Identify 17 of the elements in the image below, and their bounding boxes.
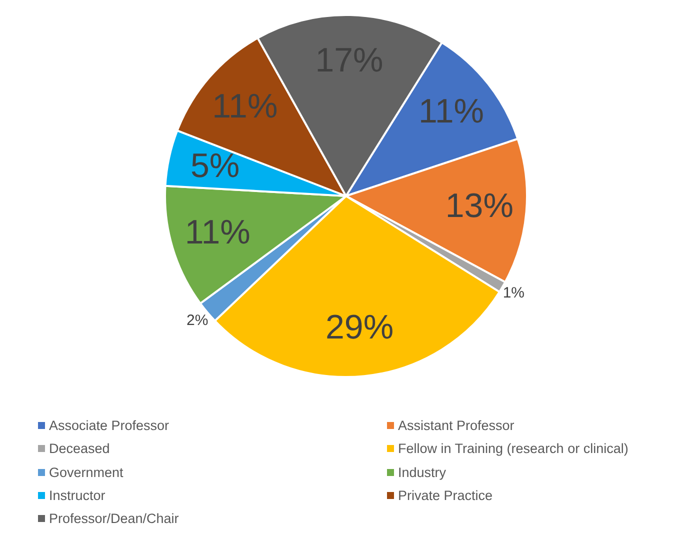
data-label: 29% bbox=[326, 308, 394, 347]
data-label: 11% bbox=[418, 92, 484, 131]
legend-label: Instructor bbox=[49, 488, 106, 504]
data-label: 5% bbox=[190, 147, 240, 186]
data-label: 13% bbox=[445, 187, 514, 226]
legend-label: Fellow in Training (research or clinical) bbox=[398, 441, 628, 456]
legend-label: Industry bbox=[398, 464, 446, 480]
legend-label: Government bbox=[49, 464, 124, 480]
data-label: 1% bbox=[502, 284, 525, 302]
legend-label: Associate Professor bbox=[49, 418, 170, 434]
data-label: 11% bbox=[212, 88, 278, 126]
legend-label: Private Practice bbox=[398, 488, 493, 504]
legend-label: Professor/Dean/Chair bbox=[49, 511, 179, 526]
legend-label: Assistant Professor bbox=[398, 418, 514, 434]
data-label: 11% bbox=[184, 214, 250, 252]
data-label: 2% bbox=[186, 312, 208, 329]
legend-label: Deceased bbox=[49, 441, 110, 456]
